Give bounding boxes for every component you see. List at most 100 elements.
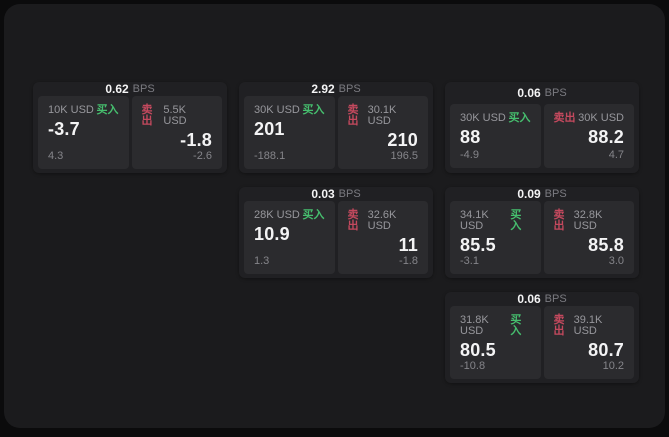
buy-delta: -188.1 — [254, 149, 286, 162]
buy-price: 88 — [460, 127, 481, 147]
sell-tile[interactable]: 卖出 30.1K USD 210 196.5 — [337, 96, 428, 169]
spread-bps-unit: BPS — [544, 188, 567, 200]
buy-tile[interactable]: 30K USD 买入 201 -188.1 — [244, 96, 335, 169]
sell-price: 88.2 — [588, 127, 624, 147]
sell-side-label: 卖出 — [347, 209, 359, 232]
buy-amount: 31.8K USD — [460, 314, 489, 337]
quote-tiles: 30K USD 买入 201 -188.1 卖出 30.1K USD 210 1… — [244, 96, 428, 169]
quote-card: 0.06 BPS 31.8K USD 买入 80.5 -10.8 卖出 39.1… — [445, 292, 639, 383]
buy-side-label: 买入 — [302, 209, 325, 221]
sell-amount: 39.1K USD — [573, 314, 603, 337]
quote-tiles: 10K USD 买入 -3.7 4.3 卖出 5.5K USD -1.8 -2.… — [38, 96, 222, 169]
spread-bps-unit: BPS — [544, 293, 567, 305]
buy-amount: 10K USD — [48, 104, 94, 116]
buy-meta: 30K USD 买入 — [460, 113, 531, 124]
card-header: 0.06 BPS — [450, 82, 634, 104]
buy-amount: 28K USD — [254, 209, 300, 221]
quote-tiles: 34.1K USD 买入 85.5 -3.1 卖出 32.8K USD 85.8… — [450, 201, 634, 274]
buy-side-label: 买入 — [510, 209, 522, 232]
sell-price: 85.8 — [588, 235, 624, 255]
quote-card: 2.92 BPS 30K USD 买入 201 -188.1 卖出 30.1K … — [239, 82, 433, 173]
buy-meta: 10K USD 买入 — [48, 105, 119, 116]
quote-card: 0.06 BPS 30K USD 买入 88 -4.9 卖出 30K USD 8… — [445, 82, 639, 173]
buy-delta: 4.3 — [48, 149, 64, 162]
buy-amount: 30K USD — [254, 104, 300, 116]
buy-side-label: 买入 — [302, 104, 325, 116]
buy-price: -3.7 — [48, 119, 80, 139]
quote-tiles: 28K USD 买入 10.9 1.3 卖出 32.6K USD 11 -1.8 — [244, 201, 428, 274]
buy-price: 201 — [254, 119, 285, 139]
spread-bps-value: 0.62 — [105, 82, 129, 96]
quote-card: 0.09 BPS 34.1K USD 买入 85.5 -3.1 卖出 32.8K… — [445, 187, 639, 278]
buy-side-label: 买入 — [96, 104, 119, 116]
sell-delta: 10.2 — [602, 359, 624, 372]
buy-price: 85.5 — [460, 235, 496, 255]
sell-price: 80.7 — [588, 340, 624, 360]
sell-meta: 卖出 30.1K USD — [348, 105, 419, 127]
sell-meta: 卖出 32.6K USD — [348, 210, 419, 232]
spread-bps-value: 0.09 — [517, 187, 541, 201]
spread-bps-value: 0.03 — [311, 187, 335, 201]
sell-side-label: 卖出 — [141, 104, 153, 127]
sell-side-label: 卖出 — [553, 209, 565, 232]
sell-delta: 4.7 — [608, 149, 624, 161]
sell-tile[interactable]: 卖出 32.6K USD 11 -1.8 — [337, 201, 428, 274]
quote-tiles: 30K USD 买入 88 -4.9 卖出 30K USD 88.2 4.7 — [450, 104, 634, 168]
spread-bps-unit: BPS — [338, 83, 361, 95]
sell-meta: 卖出 5.5K USD — [142, 105, 213, 127]
card-header: 0.03 BPS — [244, 187, 428, 201]
sell-amount: 32.6K USD — [367, 209, 397, 232]
buy-tile[interactable]: 30K USD 买入 88 -4.9 — [450, 104, 541, 168]
sell-meta: 卖出 39.1K USD — [554, 315, 625, 337]
buy-side-label: 买入 — [510, 314, 522, 337]
sell-price: 11 — [398, 235, 418, 255]
sell-side-label: 卖出 — [553, 112, 576, 124]
buy-price: 10.9 — [254, 224, 290, 244]
sell-delta: -2.6 — [193, 149, 212, 162]
spread-bps-value: 0.06 — [517, 86, 541, 100]
spread-bps-unit: BPS — [544, 87, 567, 99]
spread-bps-unit: BPS — [338, 188, 361, 200]
buy-delta: -10.8 — [460, 359, 486, 372]
sell-amount: 30K USD — [578, 112, 624, 124]
buy-meta: 34.1K USD 买入 — [460, 210, 531, 232]
card-header: 0.06 BPS — [450, 292, 634, 306]
sell-side-label: 卖出 — [553, 314, 565, 337]
buy-amount: 34.1K USD — [460, 209, 489, 232]
sell-tile[interactable]: 卖出 39.1K USD 80.7 10.2 — [543, 306, 634, 379]
buy-tile[interactable]: 28K USD 买入 10.9 1.3 — [244, 201, 335, 274]
sell-tile[interactable]: 卖出 5.5K USD -1.8 -2.6 — [131, 96, 222, 169]
buy-tile[interactable]: 10K USD 买入 -3.7 4.3 — [38, 96, 129, 169]
card-header: 0.62 BPS — [38, 82, 222, 96]
card-header: 0.09 BPS — [450, 187, 634, 201]
buy-meta: 30K USD 买入 — [254, 105, 325, 116]
quote-board: 0.62 BPS 10K USD 买入 -3.7 4.3 卖出 5.5K USD… — [33, 82, 639, 383]
buy-tile[interactable]: 34.1K USD 买入 85.5 -3.1 — [450, 201, 541, 274]
buy-meta: 28K USD 买入 — [254, 210, 325, 221]
sell-price: 210 — [387, 130, 418, 150]
sell-delta: -1.8 — [399, 254, 418, 267]
buy-tile[interactable]: 31.8K USD 买入 80.5 -10.8 — [450, 306, 541, 379]
buy-side-label: 买入 — [508, 112, 531, 124]
quote-card: 0.62 BPS 10K USD 买入 -3.7 4.3 卖出 5.5K USD… — [33, 82, 227, 173]
sell-tile[interactable]: 卖出 30K USD 88.2 4.7 — [543, 104, 634, 168]
spread-bps-value: 0.06 — [517, 292, 541, 306]
buy-meta: 31.8K USD 买入 — [460, 315, 531, 337]
quote-card: 0.03 BPS 28K USD 买入 10.9 1.3 卖出 32.6K US… — [239, 187, 433, 278]
buy-amount: 30K USD — [460, 112, 506, 124]
sell-delta: 3.0 — [608, 254, 624, 267]
sell-amount: 30.1K USD — [367, 104, 397, 127]
sell-price: -1.8 — [180, 130, 212, 150]
sell-side-label: 卖出 — [347, 104, 359, 127]
spread-bps-value: 2.92 — [311, 82, 335, 96]
sell-tile[interactable]: 卖出 32.8K USD 85.8 3.0 — [543, 201, 634, 274]
card-header: 2.92 BPS — [244, 82, 428, 96]
sell-amount: 32.8K USD — [573, 209, 603, 232]
sell-meta: 卖出 30K USD — [554, 113, 625, 124]
buy-delta: -3.1 — [460, 254, 479, 267]
buy-price: 80.5 — [460, 340, 496, 360]
sell-amount: 5.5K USD — [163, 104, 187, 127]
buy-delta: -4.9 — [460, 149, 479, 161]
quote-tiles: 31.8K USD 买入 80.5 -10.8 卖出 39.1K USD 80.… — [450, 306, 634, 379]
sell-meta: 卖出 32.8K USD — [554, 210, 625, 232]
